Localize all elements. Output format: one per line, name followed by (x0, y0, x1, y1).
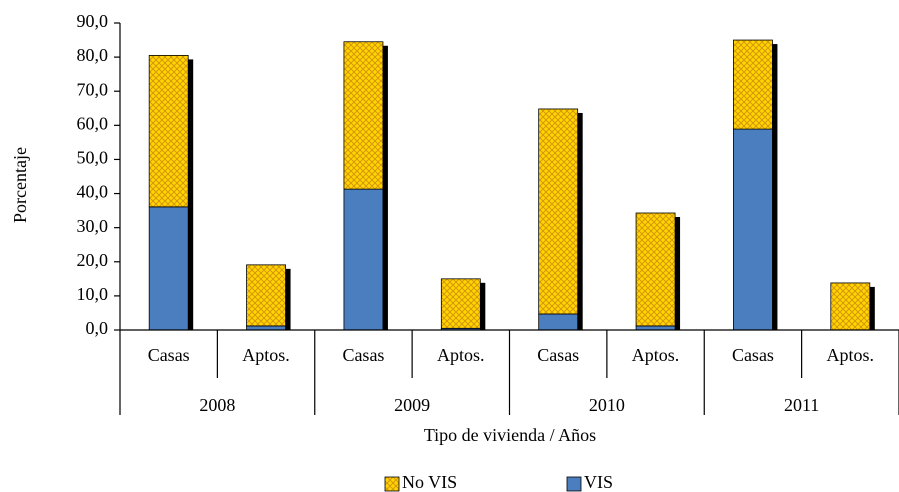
bar-segment (246, 325, 286, 331)
bar-segment (148, 206, 189, 331)
y-tick-label: 90,0 (77, 11, 109, 31)
x-tick-label: Casas (732, 345, 774, 365)
bar-segment (830, 282, 871, 331)
y-tick-label: 0,0 (86, 318, 109, 338)
bar-segment (148, 55, 189, 208)
y-tick-label: 50,0 (77, 148, 109, 168)
group-label: 2011 (784, 395, 819, 415)
x-tick-label: Casas (342, 345, 384, 365)
y-tick-label: 60,0 (77, 113, 109, 133)
y-tick-label: 10,0 (77, 284, 109, 304)
y-tick-label: 70,0 (77, 79, 109, 99)
bar-segment (538, 313, 579, 331)
legend-label: No VIS (402, 472, 457, 492)
y-tick-label: 80,0 (77, 45, 109, 65)
group-label: 2009 (394, 395, 430, 415)
x-tick-label: Casas (148, 345, 190, 365)
bar-segment (733, 39, 773, 130)
bar-segment (538, 108, 579, 315)
x-tick-label: Aptos. (242, 345, 290, 365)
bar-segment (343, 188, 384, 331)
x-tick-label: Aptos. (437, 345, 485, 365)
bar-segment (246, 264, 286, 327)
x-axis-title: Tipo de vivienda / Años (424, 425, 596, 445)
group-label: 2010 (589, 395, 625, 415)
legend-swatch (384, 476, 400, 492)
y-tick-label: 20,0 (77, 250, 109, 270)
bar-segment (635, 212, 676, 327)
bar-segment (733, 128, 773, 331)
bar-segment (440, 278, 481, 329)
legend-swatch (566, 476, 582, 492)
y-tick-label: 40,0 (77, 182, 109, 202)
bar-segment (635, 325, 676, 331)
x-tick-label: Casas (537, 345, 579, 365)
y-axis-title: Porcentaje (10, 147, 30, 223)
x-tick-label: Aptos. (827, 345, 875, 365)
legend-label: VIS (584, 472, 613, 492)
group-label: 2008 (199, 395, 235, 415)
x-tick-label: Aptos. (632, 345, 680, 365)
y-tick-label: 30,0 (77, 216, 109, 236)
bar-segment (343, 41, 384, 190)
